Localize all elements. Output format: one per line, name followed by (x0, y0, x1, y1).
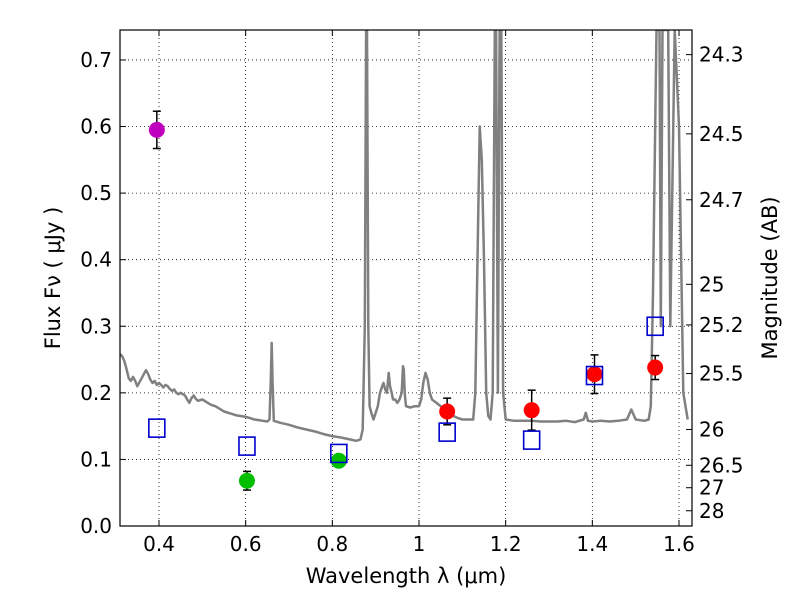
data-point (523, 402, 540, 419)
data-point (148, 121, 165, 138)
marker-layer (148, 110, 664, 491)
y2-tick-label: 26 (699, 417, 724, 441)
y2-tick-label: 25.5 (699, 362, 744, 386)
model-point (238, 436, 256, 456)
model-point (148, 418, 166, 438)
x-tick-label: 0.8 (316, 532, 348, 556)
y2-axis-label: Magnitude (AB) (758, 196, 782, 359)
y-tick-label: 0.6 (80, 115, 112, 139)
data-point (330, 452, 347, 469)
x-axis-label: Wavelength λ (μm) (306, 564, 507, 588)
y2-tick-label: 27 (699, 476, 724, 500)
y2-tick-label: 24.7 (699, 188, 744, 212)
model-point (646, 316, 664, 337)
y-axis-label: Flux Fν ( μJy ) (41, 207, 65, 350)
model-point (330, 443, 348, 464)
x-tick-label: 0.4 (143, 532, 175, 556)
y-tick-label: 0.7 (80, 48, 112, 72)
y2-tick-label: 25.2 (699, 313, 744, 337)
y-tick-label: 0.0 (80, 514, 112, 538)
y-tick-label: 0.2 (80, 381, 112, 405)
grid (120, 30, 692, 527)
data-point (586, 366, 603, 383)
x-tick-label: 0.6 (230, 532, 262, 556)
y-tick-label: 0.1 (80, 447, 112, 471)
y-tick-label: 0.5 (80, 181, 112, 205)
x-tick-label: 1.4 (576, 532, 608, 556)
y2-tick-label: 24.3 (699, 43, 744, 67)
axes: 0.4 0.6 0.8 1 1.2 1.4 1.6 0.0 0.1 0.2 0.3 0.4 0.5 0.6… (80, 30, 744, 556)
data-point (439, 403, 456, 420)
y2-tick-label: 24.5 (699, 122, 744, 146)
data-point (647, 359, 664, 376)
x-tick-label: 1 (413, 532, 426, 556)
x-tick-label: 1.2 (490, 532, 522, 556)
model-sed-line (120, 30, 689, 443)
y2-tick-label: 26.5 (699, 453, 744, 477)
model-point (522, 430, 541, 450)
y-tick-label: 0.3 (80, 314, 112, 338)
plot-frame (119, 29, 693, 527)
y2-tick-label: 25 (699, 272, 724, 296)
y2-tick-label: 28 (699, 499, 724, 523)
data-layer (120, 30, 689, 443)
model-point (585, 365, 604, 386)
x-tick-label: 1.6 (663, 532, 695, 556)
data-point (238, 472, 255, 489)
y-tick-label: 0.4 (80, 248, 112, 272)
model-point (438, 422, 456, 442)
